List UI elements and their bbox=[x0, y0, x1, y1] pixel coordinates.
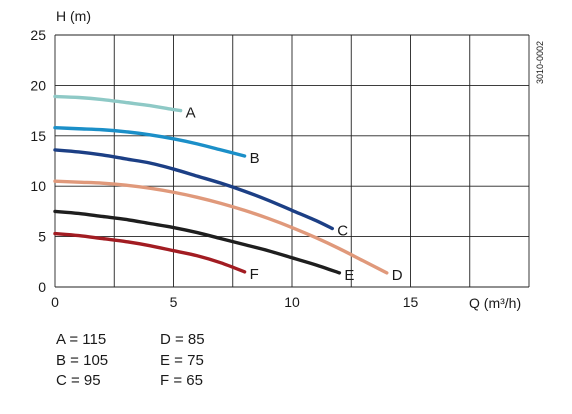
curve-b bbox=[53, 126, 247, 158]
curve-label-e: E bbox=[344, 267, 354, 284]
x-tick-label: 5 bbox=[170, 294, 178, 310]
curve-c bbox=[53, 148, 334, 231]
x-tick-label: 0 bbox=[51, 294, 59, 310]
curve-label-c: C bbox=[337, 223, 348, 240]
legend-entry-f: F = 65 bbox=[160, 372, 203, 389]
legend-entry-c: C = 95 bbox=[56, 372, 101, 389]
y-tick-label: 25 bbox=[30, 27, 46, 43]
curves bbox=[53, 94, 389, 275]
y-tick-label: 5 bbox=[38, 229, 46, 245]
legend: A = 115 D = 85 B = 105 E = 75 C = 95 F =… bbox=[56, 330, 264, 392]
grid bbox=[54, 34, 530, 288]
legend-row: B = 105 E = 75 bbox=[56, 351, 264, 372]
y-tick-label: 10 bbox=[30, 178, 46, 194]
y-tick-label: 0 bbox=[38, 279, 46, 295]
x-axis-label: Q (m³/h) bbox=[469, 295, 521, 311]
curve-label-d: D bbox=[392, 267, 403, 284]
figure-code: 3010-0002 bbox=[535, 41, 545, 84]
curve-e bbox=[53, 209, 342, 275]
tick-labels: 0 5 10 15 0 5 10 15 20 25 bbox=[30, 27, 418, 310]
y-axis-label: H (m) bbox=[56, 8, 91, 24]
x-tick-label: 10 bbox=[284, 294, 300, 310]
y-tick-label: 20 bbox=[30, 77, 46, 93]
curve-f bbox=[53, 231, 247, 274]
legend-row: C = 95 F = 65 bbox=[56, 371, 264, 392]
legend-entry-b: B = 105 bbox=[56, 351, 109, 369]
x-tick-label: 15 bbox=[403, 294, 419, 310]
legend-entry-e: E = 75 bbox=[160, 351, 204, 369]
curve-d bbox=[53, 179, 389, 275]
curve-label-a: A bbox=[186, 105, 196, 122]
curve-labels: A B C D E F bbox=[186, 105, 403, 284]
legend-entry-d: D = 85 bbox=[160, 331, 205, 348]
y-tick-label: 15 bbox=[30, 128, 46, 144]
curve-label-f: F bbox=[250, 266, 259, 283]
legend-row: A = 115 D = 85 bbox=[56, 330, 264, 351]
legend-entry-a: A = 115 bbox=[56, 331, 107, 348]
curve-a bbox=[53, 94, 183, 113]
curve-label-b: B bbox=[250, 150, 260, 167]
